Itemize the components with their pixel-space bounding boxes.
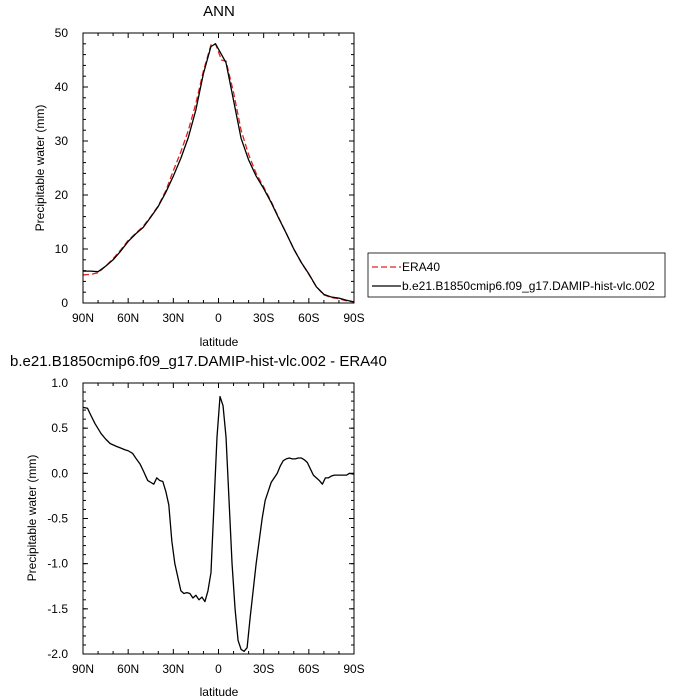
- y-tick-label: 1.0: [51, 376, 68, 390]
- y-tick-label: 0.5: [51, 421, 68, 435]
- y-tick-label: -1.0: [47, 557, 68, 571]
- x-tick-label: 90N: [72, 662, 94, 676]
- legend: ERA40 b.e21.B1850cmip6.f09_g17.DAMIP-his…: [367, 252, 666, 298]
- y-tick-label: 10: [55, 242, 69, 256]
- top-x-axis-label: latitude: [200, 335, 239, 349]
- series-line-1-0: [82, 395, 355, 652]
- x-tick-label: 60N: [117, 311, 139, 325]
- x-tick-label: 60N: [117, 662, 139, 676]
- x-tick-label: 30N: [162, 311, 184, 325]
- series-line-0-0: [82, 43, 355, 303]
- legend-label-era40: ERA40: [402, 260, 440, 274]
- top-panel: ANN 90N 60N 30N 0 30S 60S 90S 0 10 20 30 40 50 latit…: [33, 3, 365, 349]
- x-tick-label: 90S: [343, 311, 364, 325]
- y-tick-label: 30: [55, 134, 69, 148]
- bottom-panel: b.e21.B1850cmip6.f09_g17.DAMIP-hist-vlc.…: [10, 353, 387, 699]
- bottom-chart-title: b.e21.B1850cmip6.f09_g17.DAMIP-hist-vlc.…: [10, 353, 387, 370]
- y-tick-label: -1.5: [47, 602, 68, 616]
- y-tick-label: 40: [55, 80, 69, 94]
- y-tick-label: -2.0: [47, 647, 68, 661]
- x-tick-label: 60S: [298, 662, 319, 676]
- bottom-plot-frame: [82, 382, 355, 655]
- bottom-y-axis-label: Precipitable water (mm): [25, 455, 39, 582]
- x-tick-label: 30S: [253, 662, 274, 676]
- x-tick-label: 0: [215, 311, 222, 325]
- legend-box: [367, 252, 666, 298]
- bottom-x-axis-label: latitude: [200, 685, 239, 699]
- y-tick-label: 50: [55, 26, 69, 40]
- y-tick-label: 0: [61, 296, 68, 310]
- top-plot-frame: [82, 32, 355, 304]
- y-tick-label: 20: [55, 188, 69, 202]
- top-chart-title: ANN: [203, 3, 235, 20]
- x-tick-label: 90N: [72, 311, 94, 325]
- series-line-0-1: [83, 43, 355, 303]
- y-tick-label: -0.5: [47, 512, 68, 526]
- legend-label-model: b.e21.B1850cmip6.f09_g17.DAMIP-hist-vlc.…: [402, 279, 655, 293]
- x-tick-label: 30N: [162, 662, 184, 676]
- x-tick-label: 30S: [253, 311, 274, 325]
- top-y-axis-label: Precipitable water (mm): [33, 105, 47, 232]
- x-tick-label: 0: [215, 662, 222, 676]
- x-tick-label: 60S: [298, 311, 319, 325]
- x-tick-label: 90S: [343, 662, 364, 676]
- y-tick-label: 0.0: [51, 466, 68, 480]
